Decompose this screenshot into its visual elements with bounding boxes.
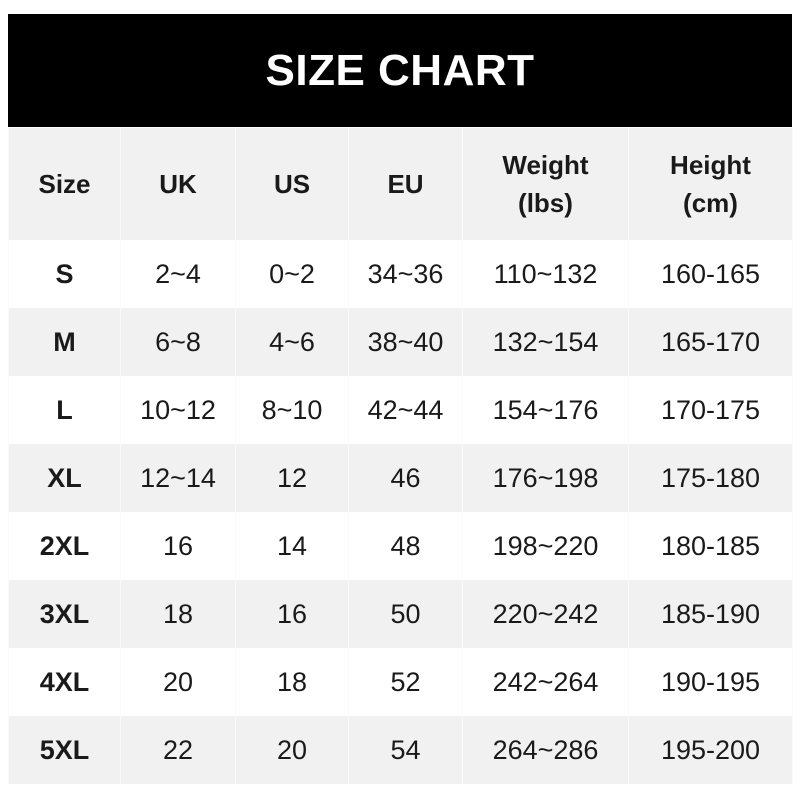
- table-row: S 2~4 0~2 34~36 110~132 160-165: [8, 240, 793, 308]
- cell-height: 180-185: [628, 512, 793, 580]
- cell-uk: 16: [120, 512, 236, 580]
- cell-size: M: [8, 308, 121, 376]
- cell-eu: 48: [348, 512, 463, 580]
- cell-size: XL: [8, 444, 121, 512]
- cell-uk: 12~14: [120, 444, 236, 512]
- table-row: XL 12~14 12 46 176~198 175-180: [8, 444, 793, 512]
- cell-size: L: [8, 376, 121, 444]
- cell-uk: 20: [120, 648, 236, 716]
- cell-eu: 54: [348, 716, 463, 784]
- cell-size: 2XL: [8, 512, 121, 580]
- cell-height: 195-200: [628, 716, 793, 784]
- column-header-text: US: [273, 169, 311, 199]
- header-row: Size UK US EU Weight (lbs) Height (cm): [8, 128, 793, 240]
- cell-us: 18: [235, 648, 349, 716]
- table-row: 2XL 16 14 48 198~220 180-185: [8, 512, 793, 580]
- cell-height: 175-180: [628, 444, 793, 512]
- column-header-text: Size: [38, 169, 91, 199]
- cell-us: 8~10: [235, 376, 349, 444]
- cell-eu: 52: [348, 648, 463, 716]
- cell-eu: 38~40: [348, 308, 463, 376]
- cell-eu: 50: [348, 580, 463, 648]
- cell-weight: 198~220: [462, 512, 629, 580]
- cell-us: 4~6: [235, 308, 349, 376]
- column-header-text: Height: [670, 150, 751, 180]
- column-header-text: UK: [159, 169, 197, 199]
- cell-us: 14: [235, 512, 349, 580]
- cell-size: S: [8, 240, 121, 308]
- cell-height: 190-195: [628, 648, 793, 716]
- cell-us: 20: [235, 716, 349, 784]
- cell-height: 165-170: [628, 308, 793, 376]
- cell-uk: 22: [120, 716, 236, 784]
- cell-weight: 132~154: [462, 308, 629, 376]
- table-row: 3XL 18 16 50 220~242 185-190: [8, 580, 793, 648]
- table-row: L 10~12 8~10 42~44 154~176 170-175: [8, 376, 793, 444]
- cell-size: 4XL: [8, 648, 121, 716]
- column-header-weight: Weight (lbs): [462, 128, 629, 240]
- table-row: 4XL 20 18 52 242~264 190-195: [8, 648, 793, 716]
- column-header-height: Height (cm): [628, 128, 793, 240]
- cell-uk: 10~12: [120, 376, 236, 444]
- column-header-text: (lbs): [518, 188, 573, 218]
- cell-height: 185-190: [628, 580, 793, 648]
- cell-eu: 34~36: [348, 240, 463, 308]
- cell-us: 12: [235, 444, 349, 512]
- column-header-text: (cm): [683, 188, 738, 218]
- column-header-text: Weight: [502, 150, 589, 180]
- cell-uk: 18: [120, 580, 236, 648]
- cell-us: 16: [235, 580, 349, 648]
- cell-size: 3XL: [8, 580, 121, 648]
- cell-eu: 42~44: [348, 376, 463, 444]
- cell-weight: 154~176: [462, 376, 629, 444]
- cell-eu: 46: [348, 444, 463, 512]
- column-header-text: EU: [387, 169, 424, 199]
- cell-uk: 2~4: [120, 240, 236, 308]
- cell-weight: 220~242: [462, 580, 629, 648]
- column-header-size: Size: [8, 128, 121, 240]
- table-row: M 6~8 4~6 38~40 132~154 165-170: [8, 308, 793, 376]
- cell-height: 170-175: [628, 376, 793, 444]
- column-header-eu: EU: [348, 128, 463, 240]
- cell-weight: 242~264: [462, 648, 629, 716]
- table-row: 5XL 22 20 54 264~286 195-200: [8, 716, 793, 784]
- cell-size: 5XL: [8, 716, 121, 784]
- cell-us: 0~2: [235, 240, 349, 308]
- column-header-us: US: [235, 128, 349, 240]
- cell-uk: 6~8: [120, 308, 236, 376]
- size-chart-title: SIZE CHART: [8, 14, 792, 127]
- column-header-uk: UK: [120, 128, 236, 240]
- size-chart-table: Size UK US EU Weight (lbs) Height (cm) S 2~4 0~2 3…: [8, 128, 793, 784]
- cell-weight: 176~198: [462, 444, 629, 512]
- cell-weight: 110~132: [462, 240, 629, 308]
- cell-weight: 264~286: [462, 716, 629, 784]
- cell-height: 160-165: [628, 240, 793, 308]
